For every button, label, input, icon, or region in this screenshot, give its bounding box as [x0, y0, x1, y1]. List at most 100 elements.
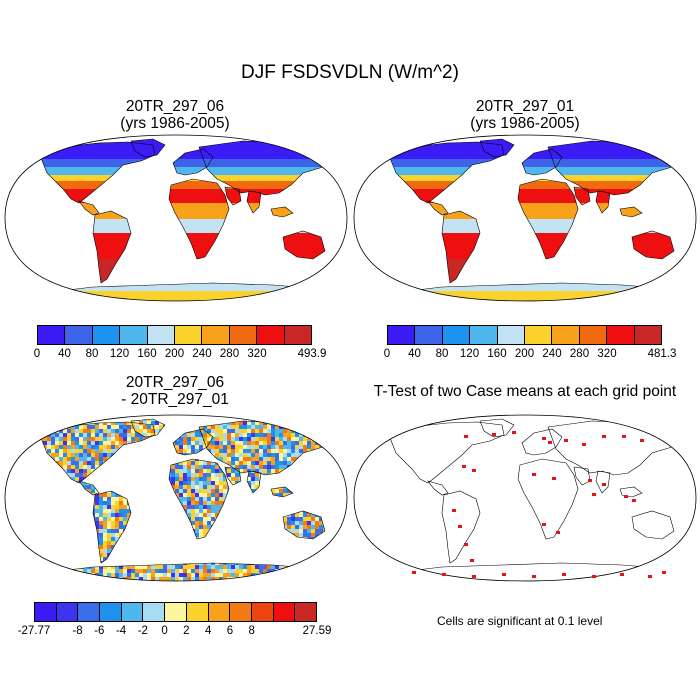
land-cell [75, 449, 79, 453]
land-cell [59, 573, 63, 577]
land-cell [347, 513, 349, 517]
land-cell [31, 425, 35, 429]
land-cell [59, 441, 63, 445]
land-cell [271, 417, 275, 421]
land-cell [27, 437, 31, 441]
land-cell [7, 433, 11, 437]
land-cell [247, 413, 251, 417]
land-cell [19, 429, 23, 433]
land-cell [335, 425, 339, 429]
land-cell [307, 421, 311, 425]
land-band [632, 231, 674, 233]
land-cell [311, 573, 315, 577]
land-cell [19, 417, 23, 421]
land-cell [83, 465, 87, 469]
land-cell [119, 425, 123, 429]
land-cell [279, 413, 283, 417]
land-cell [27, 437, 31, 441]
land-cell [7, 413, 11, 417]
land-cell [135, 429, 139, 433]
land-cell [3, 525, 7, 529]
land-cell [35, 429, 39, 433]
land-cell [251, 413, 255, 417]
land-cell [271, 413, 275, 417]
land-cell [111, 581, 115, 583]
land-cell [343, 425, 347, 429]
land-cell [55, 417, 59, 421]
land-cell [323, 433, 327, 437]
land-cell [39, 417, 43, 421]
land-cell [327, 425, 331, 429]
land-cell [15, 413, 19, 417]
land-fill [522, 149, 562, 175]
coastline [130, 138, 166, 158]
land-cell [255, 413, 259, 417]
land-cell [27, 573, 31, 577]
land-cell [279, 413, 283, 417]
land-cell [307, 429, 311, 433]
land-cell [7, 441, 11, 445]
land-band [169, 203, 229, 219]
panel-title-diff-line2: - 20TR_297_01 [5, 391, 345, 408]
land-cell [339, 433, 343, 437]
land-cell [211, 581, 215, 583]
land-cell [115, 422, 119, 425]
land-band [548, 181, 688, 189]
land-cell [347, 453, 349, 457]
land-cell [147, 419, 151, 421]
land-cell [323, 425, 327, 429]
land-cell [67, 473, 71, 477]
land-cell [31, 433, 35, 437]
land-cell [343, 545, 347, 549]
land-cell [87, 413, 91, 417]
land-cell [71, 461, 75, 465]
panel-title-diff-line1: 20TR_297_06 [5, 374, 345, 391]
land-band [548, 175, 688, 181]
land-cell [299, 565, 303, 569]
land-band [41, 167, 155, 175]
land-cell [63, 422, 67, 425]
land-cell [255, 417, 259, 421]
land-cell [27, 425, 31, 429]
land-cell [307, 569, 311, 573]
land-cell [319, 573, 323, 577]
land-cell [47, 417, 51, 421]
land-cell [207, 581, 211, 583]
land-cell [119, 433, 123, 437]
land-cell [71, 422, 75, 425]
land-cell [63, 413, 67, 417]
land-cell [339, 537, 343, 541]
land-cell [47, 569, 51, 573]
land-cell [87, 469, 91, 473]
land-cell [19, 581, 23, 583]
land-cell [283, 581, 287, 583]
land-cell [51, 422, 55, 425]
land-cell [335, 561, 339, 565]
land-cell [83, 429, 87, 433]
land-cell [11, 413, 15, 417]
land-cell [123, 425, 127, 429]
land-cell [223, 413, 227, 417]
land-cell [295, 577, 299, 581]
land-cell [331, 441, 335, 445]
land-cell [295, 581, 299, 583]
land-cell [303, 573, 307, 577]
land-cell [255, 417, 259, 421]
land-cell [31, 569, 35, 573]
land-cell [55, 445, 59, 449]
land-cell [3, 521, 7, 525]
land-cell [79, 465, 83, 469]
land-cell [27, 569, 31, 573]
land-cell [51, 581, 55, 583]
land-cell [99, 577, 103, 581]
land-cell [15, 449, 19, 453]
land-cell [311, 569, 315, 573]
land-cell [335, 425, 339, 429]
land-cell [243, 577, 247, 581]
land-cell [311, 581, 315, 583]
coastline [246, 190, 262, 214]
land-cell [7, 453, 11, 457]
land-cell [275, 417, 279, 421]
land-cell [307, 573, 311, 577]
land-cell [335, 433, 339, 437]
